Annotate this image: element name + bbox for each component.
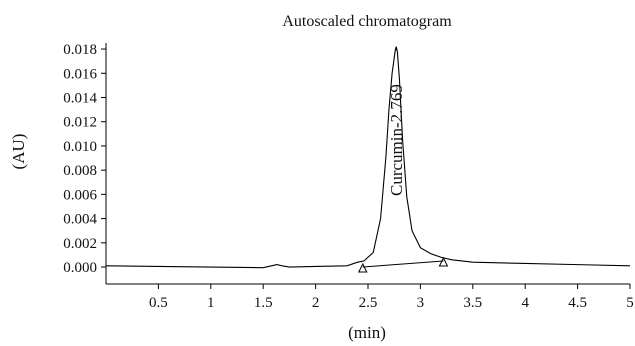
y-tick-label: 0.004	[63, 212, 97, 228]
integration-markers	[357, 256, 449, 273]
x-tick-label: 1.5	[254, 295, 273, 311]
x-tick-label: 5	[626, 295, 634, 311]
x-axis-ticks: 0.5 1 1.5 2 2.5 3 3.5 4 4.5 5	[149, 284, 634, 311]
x-tick-label: 3.5	[463, 295, 482, 311]
integration-marker	[438, 256, 449, 267]
y-axis-title: (AU)	[9, 134, 28, 170]
chromatogram-series-line	[105, 46, 631, 269]
y-axis-ticks: 0.000 0.002 0.004 0.006 0.008 0.010 0.012 0.014…	[63, 42, 106, 276]
x-tick-label: 2.5	[359, 295, 378, 311]
y-tick-label: 0.016	[63, 66, 97, 82]
chart-title: Autoscaled chromatogram	[282, 13, 452, 30]
x-tick-label: 4.5	[568, 295, 587, 311]
y-tick-label: 0.006	[63, 187, 97, 203]
y-tick-label: 0.002	[63, 236, 97, 252]
y-tick-label: 0.008	[63, 163, 97, 179]
plot-frame	[105, 43, 630, 285]
x-tick-label: 1	[207, 295, 215, 311]
y-tick-label: 0.014	[63, 90, 97, 106]
x-tick-label: 3	[417, 295, 425, 311]
integration-marker	[357, 262, 368, 273]
y-tick-label: 0.012	[63, 115, 97, 131]
x-tick-label: 0.5	[149, 295, 168, 311]
x-axis-title: (min)	[348, 323, 386, 342]
peak-label: Curcumin-2.769	[387, 84, 406, 196]
integration-baseline	[362, 260, 444, 268]
y-tick-label: 0.010	[63, 139, 97, 155]
x-tick-label: 2	[312, 295, 320, 311]
y-tick-label: 0.000	[63, 260, 97, 276]
x-tick-label: 4	[521, 295, 529, 311]
y-tick-label: 0.018	[63, 42, 97, 58]
